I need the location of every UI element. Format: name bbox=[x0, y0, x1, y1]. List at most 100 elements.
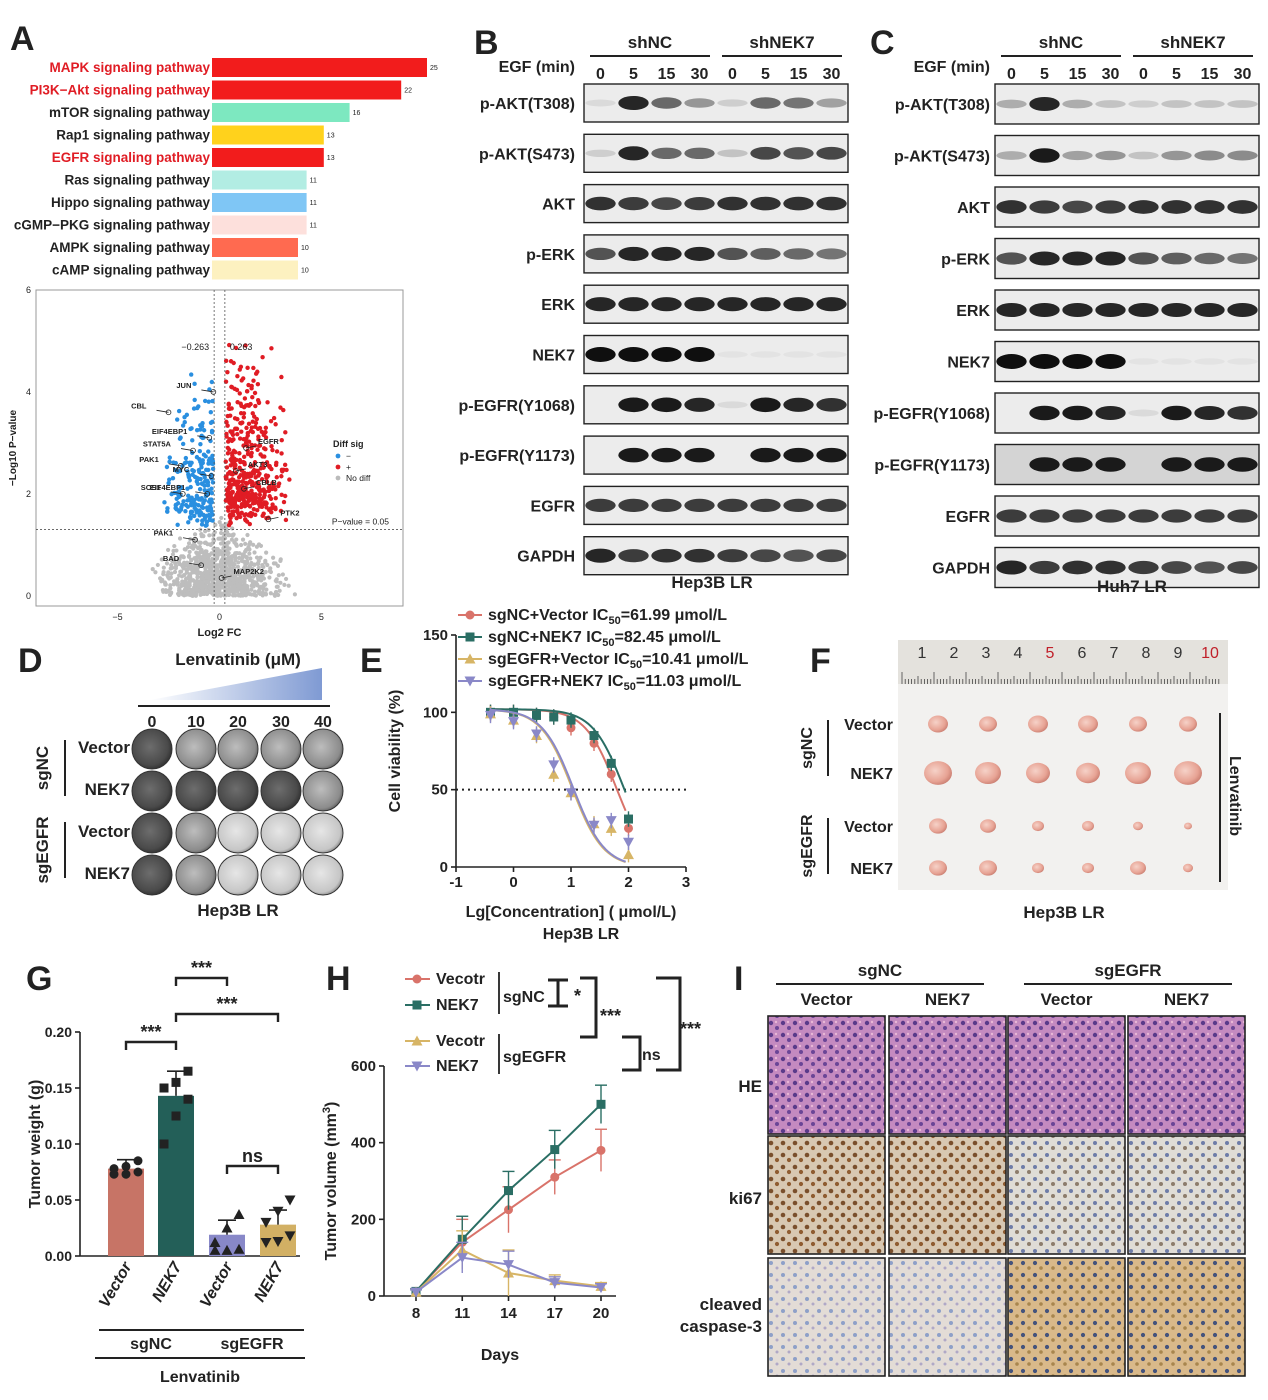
colony-well bbox=[131, 854, 173, 896]
h-legend-label: NEK7 bbox=[436, 1058, 479, 1075]
blot-band bbox=[585, 297, 616, 312]
h-y-tick: 0 bbox=[368, 1288, 376, 1305]
pathway-label: cGMP−PKG signaling pathway bbox=[14, 218, 211, 233]
volcano-point-nodiff bbox=[172, 581, 177, 586]
blot-band bbox=[1227, 561, 1258, 574]
volcano-point-down bbox=[165, 509, 170, 514]
volcano-point-nodiff bbox=[186, 554, 192, 559]
volcano-point-up bbox=[265, 400, 270, 405]
volcano-point-down bbox=[198, 510, 204, 515]
volcano-point-nodiff bbox=[167, 592, 173, 597]
blot-band bbox=[651, 147, 682, 159]
volcano-point-up bbox=[233, 480, 238, 486]
volcano-y-tick: 6 bbox=[26, 285, 31, 295]
fc-pos-label: 0.263 bbox=[230, 342, 253, 352]
volcano-point-nodiff bbox=[159, 557, 164, 562]
volcano-point-up bbox=[257, 496, 262, 501]
h-y-label: Tumor volume (mm3) bbox=[321, 1102, 340, 1261]
volcano-point-up bbox=[246, 382, 251, 388]
h-legend-marker bbox=[412, 1000, 422, 1010]
blot-band bbox=[1029, 148, 1060, 163]
panel-e-letter: E bbox=[360, 642, 383, 680]
volcano-point-up bbox=[239, 501, 245, 507]
blot-band bbox=[750, 146, 781, 160]
volcano-point-nodiff bbox=[207, 533, 212, 538]
tumor bbox=[1082, 862, 1094, 874]
ic50-data-point bbox=[589, 731, 599, 741]
blot-band bbox=[1062, 509, 1093, 523]
blot-band bbox=[750, 549, 781, 563]
volcano-point-up bbox=[244, 425, 249, 431]
significance-bracket bbox=[174, 1012, 280, 1022]
significance-label: *** bbox=[191, 958, 212, 978]
volcano-point-nodiff bbox=[258, 555, 263, 560]
blot-cell-line: Hep3B LR bbox=[671, 573, 752, 592]
volcano-point-nodiff bbox=[206, 527, 211, 533]
colony-well bbox=[302, 770, 344, 812]
volcano-point-up bbox=[263, 473, 269, 478]
volcano-point-nodiff bbox=[247, 551, 252, 556]
h-x-tick: 20 bbox=[593, 1305, 610, 1322]
volcano-point-down bbox=[182, 420, 187, 425]
volcano-point-nodiff bbox=[263, 591, 268, 596]
volcano-point-up bbox=[270, 480, 275, 486]
volcano-point-up bbox=[235, 431, 240, 437]
volcano-point-up bbox=[239, 429, 244, 434]
volcano-point-nodiff bbox=[164, 561, 170, 566]
volcano-point-up bbox=[257, 504, 263, 509]
volcano-point-nodiff bbox=[286, 583, 291, 588]
blot-band bbox=[618, 447, 649, 463]
blot-row-label: GAPDH bbox=[932, 561, 990, 578]
volcano-point-up bbox=[234, 457, 239, 463]
blot-band bbox=[1128, 200, 1159, 214]
volcano-point-nodiff bbox=[274, 579, 279, 584]
blot-band bbox=[1227, 457, 1258, 472]
ihc-row-label: HE bbox=[738, 1077, 762, 1096]
blot-band bbox=[717, 196, 748, 211]
volcano-point-nodiff bbox=[161, 572, 166, 577]
volcano-point-nodiff bbox=[261, 576, 267, 581]
volcano-point-up bbox=[279, 451, 284, 456]
volcano-point-nodiff bbox=[166, 575, 171, 580]
volcano-point-up bbox=[248, 512, 253, 518]
gene-marker bbox=[243, 445, 249, 451]
volcano-point-nodiff bbox=[161, 589, 166, 594]
volcano-point-down bbox=[207, 514, 213, 519]
volcano-point-up bbox=[251, 471, 257, 476]
ruler-number: 5 bbox=[1046, 645, 1055, 662]
ihc-image-tile bbox=[1007, 1015, 1126, 1135]
volcano-point-up bbox=[264, 460, 270, 465]
h-data-point bbox=[504, 1186, 513, 1196]
volcano-y-tick: 0 bbox=[26, 591, 31, 601]
blot-band bbox=[816, 146, 847, 160]
volcano-point-up bbox=[261, 511, 266, 516]
gene-marker bbox=[233, 468, 239, 474]
volcano-point-down bbox=[210, 453, 215, 459]
volcano-point-down bbox=[207, 517, 213, 523]
blot-band bbox=[684, 246, 715, 261]
gene-marker bbox=[218, 575, 225, 581]
volcano-point-nodiff bbox=[225, 556, 230, 561]
volcano-point-nodiff bbox=[179, 554, 184, 559]
panel-d-cell-line: Hep3B LR bbox=[197, 901, 278, 920]
volcano-point-nodiff bbox=[220, 550, 225, 555]
blot-band bbox=[750, 97, 781, 109]
volcano-point-up bbox=[278, 405, 283, 410]
volcano-point-nodiff bbox=[155, 562, 160, 568]
volcano-point-up bbox=[250, 495, 256, 500]
volcano-plot: −0.263 0.263 P−value = 0.05 −5 0 5 0 2 4 6 Log2 FC… bbox=[8, 285, 404, 639]
volcano-point-down bbox=[202, 498, 208, 503]
blot-band bbox=[618, 549, 649, 563]
volcano-legend-item: No diff bbox=[346, 473, 371, 483]
blot-band bbox=[1062, 560, 1093, 575]
blot-band bbox=[1062, 405, 1093, 421]
volcano-point-down bbox=[187, 497, 192, 503]
gene-marker bbox=[210, 389, 217, 395]
timepoint-label: 5 bbox=[1172, 66, 1181, 83]
ic50-data-point bbox=[532, 710, 541, 720]
volcano-point-up bbox=[228, 519, 233, 525]
ic50-fit-curve bbox=[490, 709, 626, 863]
volcano-point-up bbox=[273, 505, 278, 510]
volcano-point-down bbox=[183, 509, 188, 514]
